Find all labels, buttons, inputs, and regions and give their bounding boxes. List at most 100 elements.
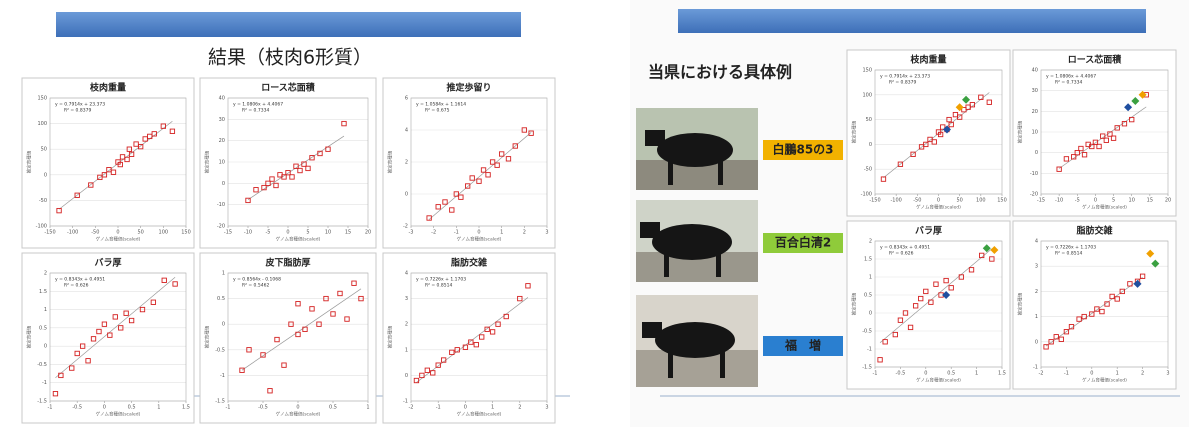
y-tick-label: 4 — [1035, 239, 1038, 245]
x-tick-label: -3 — [409, 230, 414, 236]
x-tick-label: 2 — [523, 230, 526, 236]
point — [440, 357, 447, 363]
point — [74, 350, 80, 357]
x-tick-label: -1 — [454, 230, 459, 236]
y-tick-label: -1 — [403, 399, 408, 405]
x-tick-label: 1 — [975, 371, 978, 377]
point — [96, 328, 102, 335]
point — [1127, 281, 1133, 287]
y-tick-label: 0 — [222, 181, 225, 187]
chart-title: 皮下脂肪厚 — [264, 257, 310, 269]
point — [1089, 311, 1095, 317]
x-tick-label: 0.5 — [128, 405, 136, 411]
point — [1081, 313, 1087, 320]
x-axis-label: ゲノム育種価(scaled) — [457, 236, 502, 243]
y-tick-label: 1.5 — [864, 257, 872, 263]
example-label-bg — [763, 140, 843, 160]
point — [316, 321, 322, 327]
y-axis-label: 推定育種価 — [204, 150, 211, 173]
point — [1103, 137, 1109, 143]
trend-line — [55, 276, 176, 379]
point — [1119, 288, 1125, 295]
point — [1114, 125, 1120, 131]
y-tick-label: 0 — [405, 192, 408, 198]
point — [301, 161, 307, 167]
highlight-point — [1138, 90, 1147, 99]
chart-frame — [199, 77, 377, 249]
point — [969, 102, 976, 108]
point — [172, 281, 178, 287]
point — [1121, 121, 1128, 127]
point — [128, 151, 135, 157]
x-tick-label: -1 — [873, 371, 878, 377]
point — [253, 187, 259, 193]
y-axis-label: 推定育種価 — [387, 150, 394, 173]
highlight-point — [942, 125, 951, 134]
point — [150, 299, 157, 305]
x-axis-label: ゲノム育種価(scaled) — [96, 236, 141, 243]
point — [269, 176, 275, 182]
y-tick-label: 2 — [1035, 289, 1038, 295]
y-tick-label: 6 — [405, 96, 408, 102]
point — [358, 295, 364, 302]
point — [503, 313, 509, 320]
point — [880, 176, 887, 182]
point — [923, 288, 929, 295]
point — [295, 331, 301, 338]
chart-title: 脂肪交雑 — [1075, 225, 1112, 237]
point — [937, 131, 944, 138]
point — [933, 281, 939, 287]
point — [943, 277, 949, 284]
equation: y = 0.8343x + 0.4951 — [55, 277, 105, 283]
point — [1058, 336, 1064, 342]
y-tick-label: 150 — [37, 96, 47, 102]
point — [309, 155, 315, 161]
point — [494, 162, 500, 168]
x-tick-label: -1 — [1064, 371, 1069, 377]
point — [946, 116, 952, 123]
x-tick-label: -5 — [266, 230, 271, 236]
chart-frame — [21, 252, 195, 424]
y-tick-label: 0.5 — [864, 293, 872, 299]
point — [426, 215, 432, 221]
equation: y = 0.7914x + 23.373 — [880, 74, 930, 80]
equation: y = 0.8343x + 0.4951 — [880, 245, 930, 251]
point — [1063, 329, 1070, 335]
point — [465, 183, 471, 189]
y-tick-label: 0 — [1035, 150, 1038, 156]
equation: y = 0.7914x + 23.373 — [55, 102, 105, 108]
point — [1129, 116, 1135, 123]
y-tick-label: -1.5 — [37, 399, 47, 405]
plot-area — [1040, 240, 1169, 368]
point — [295, 301, 301, 307]
point — [1071, 154, 1077, 160]
y-tick-label: 0 — [1035, 339, 1038, 345]
point — [468, 339, 474, 345]
point — [424, 367, 430, 373]
x-tick-label: -5 — [1075, 198, 1080, 204]
point — [948, 121, 954, 128]
y-tick-label: -1 — [220, 373, 225, 379]
point — [1063, 156, 1070, 162]
y-tick-label: 30 — [219, 117, 225, 123]
point — [1056, 166, 1062, 172]
x-tick-label: 1 — [366, 405, 369, 411]
point — [958, 274, 965, 280]
example-label: 福 増 — [784, 338, 821, 353]
y-axis-label: 推定育種価 — [204, 325, 211, 348]
point — [281, 362, 287, 368]
point — [118, 325, 124, 331]
x-tick-label: 3 — [1166, 371, 1169, 377]
x-tick-label: 10 — [325, 230, 331, 236]
chart-frame — [382, 252, 556, 424]
chart-frame — [199, 252, 377, 424]
point — [169, 128, 176, 134]
y-tick-label: 0 — [405, 373, 408, 379]
y-tick-label: -20 — [1030, 192, 1038, 198]
x-tick-label: 100 — [159, 230, 169, 236]
x-tick-label: 1 — [157, 405, 160, 411]
x-tick-label: 3 — [545, 230, 548, 236]
x-tick-label: 150 — [997, 198, 1007, 204]
point — [323, 295, 329, 302]
